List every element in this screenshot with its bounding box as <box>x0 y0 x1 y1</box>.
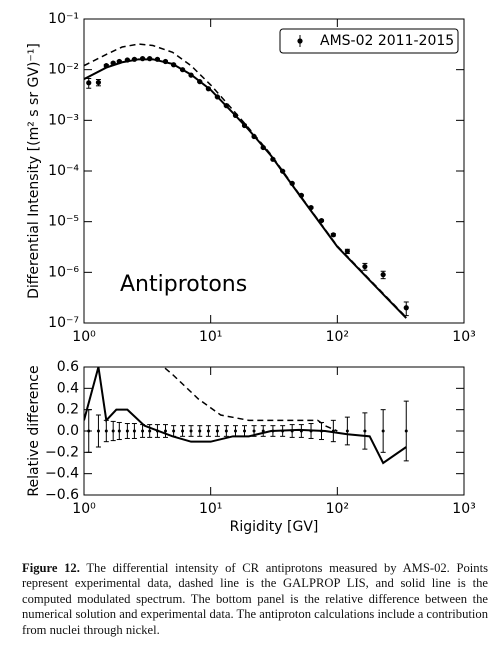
data-point <box>164 429 168 433</box>
y-tick-label: 10⁻² <box>48 62 79 78</box>
data-point <box>233 429 237 433</box>
x-tick-label: 10¹ <box>199 329 222 345</box>
data-point <box>206 429 210 433</box>
y-tick-label: 10⁻⁵ <box>48 214 79 230</box>
solid-line <box>84 367 407 465</box>
plot-area <box>84 43 409 319</box>
y-tick-label: 0.4 <box>57 380 79 396</box>
data-point <box>141 429 145 433</box>
data-point <box>381 429 385 433</box>
data-point <box>404 429 408 433</box>
data-point <box>117 429 121 433</box>
data-point <box>198 429 202 433</box>
dashed-line <box>162 367 338 432</box>
annotation: Antiprotons <box>120 272 247 297</box>
data-point <box>189 429 193 433</box>
data-point <box>181 429 185 433</box>
data-point <box>111 429 115 433</box>
x-tick-label: 10⁰ <box>72 329 96 345</box>
data-point <box>148 429 152 433</box>
y-tick-label: 10⁻³ <box>48 112 79 128</box>
data-point <box>243 429 247 433</box>
y-tick-label: −0.2 <box>45 444 79 460</box>
x-tick-label: 10² <box>326 501 349 517</box>
x-tick-label: 10⁰ <box>72 501 96 517</box>
y-tick-label: 0.2 <box>57 402 79 418</box>
y-tick-label: 0.6 <box>57 359 79 375</box>
data-point <box>132 429 136 433</box>
y-tick-label: −0.4 <box>45 466 79 482</box>
data-point <box>215 429 219 433</box>
data-point <box>363 429 367 433</box>
dashed-line <box>84 43 407 318</box>
data-point <box>330 232 336 238</box>
data-point <box>252 429 256 433</box>
figure: 10⁰ 10¹ 10² 10³ 10⁻⁷ 10⁻⁶ 10⁻⁵ 10⁻⁴ 10⁻³ 10⁻² 10⁻¹… <box>26 11 476 535</box>
data-point <box>224 429 228 433</box>
y-tick-label: 10⁻¹ <box>48 11 79 27</box>
data-point <box>345 429 349 433</box>
y-tick-label: 10⁻⁶ <box>48 264 79 280</box>
legend-marker <box>297 38 303 44</box>
y-axis-label: Relative difference <box>26 365 42 496</box>
data-point <box>344 248 350 254</box>
legend-label: AMS-02 2011-2015 <box>320 33 454 49</box>
y-tick-label: 0.0 <box>57 423 79 439</box>
solid-line <box>84 58 407 319</box>
y-tick-label: −0.6 <box>45 487 79 503</box>
x-tick-label: 10³ <box>452 501 475 517</box>
data-point <box>362 263 368 270</box>
x-axis-label: Rigidity [GV] <box>230 519 319 535</box>
caption: Figure 12. The differential intensity of… <box>22 561 488 638</box>
data-point <box>95 79 102 86</box>
y-axis-label: Differential Intensity [(m² s sr GV)⁻¹] <box>26 43 42 299</box>
x-tick-label: 10³ <box>452 329 475 345</box>
data-point <box>87 429 91 433</box>
data-point <box>380 272 386 278</box>
data-point <box>104 429 108 433</box>
data-point <box>96 429 100 433</box>
x-tick-label: 10² <box>326 329 349 345</box>
y-tick-label: 10⁻⁷ <box>48 315 79 331</box>
caption-text: The differential intensity of CR antipro… <box>22 561 489 637</box>
data-point <box>172 429 176 433</box>
legend-box <box>279 28 459 54</box>
data-point <box>86 80 92 86</box>
y-tick-label: 10⁻⁴ <box>48 163 79 179</box>
data-point <box>125 429 129 433</box>
caption-label: Figure 12. <box>22 561 80 575</box>
x-tick-label: 10¹ <box>199 501 222 517</box>
plot-area <box>84 367 409 465</box>
data-point <box>403 305 409 311</box>
